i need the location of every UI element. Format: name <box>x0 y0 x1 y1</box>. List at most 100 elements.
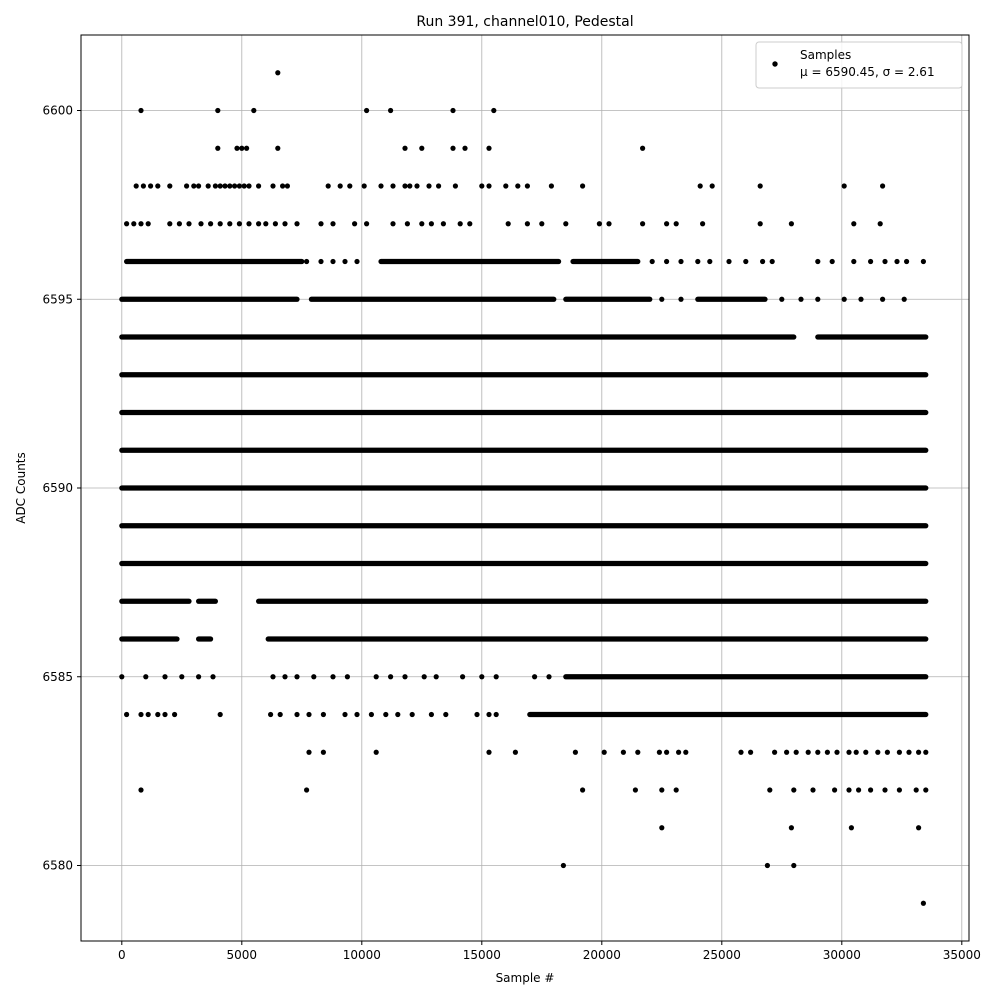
data-point <box>217 183 223 189</box>
data-point <box>198 221 204 227</box>
data-point <box>467 221 473 227</box>
data-point <box>896 749 903 755</box>
data-point-band <box>527 711 929 718</box>
data-point <box>793 749 799 755</box>
data-point <box>707 258 713 265</box>
data-point <box>368 711 374 718</box>
data-point-band <box>119 334 797 340</box>
data-point-band <box>378 258 562 265</box>
data-point <box>635 749 641 755</box>
data-point <box>318 221 324 227</box>
data-point <box>923 787 929 793</box>
data-point <box>505 221 511 227</box>
data-point <box>162 674 168 680</box>
data-point <box>325 183 331 189</box>
data-point <box>251 107 257 114</box>
data-point <box>124 711 130 718</box>
data-point <box>901 296 907 302</box>
data-point <box>788 221 795 227</box>
data-point <box>851 221 857 227</box>
data-point <box>186 221 192 227</box>
data-point <box>784 749 790 755</box>
data-point <box>815 296 821 302</box>
data-point <box>268 711 274 718</box>
data-point <box>640 221 646 227</box>
data-point <box>352 221 358 227</box>
data-point <box>428 221 434 227</box>
data-point <box>462 145 468 151</box>
data-point <box>848 825 855 831</box>
data-point <box>904 258 910 265</box>
data-point <box>426 183 432 189</box>
legend: Samples μ = 6590.45, σ = 2.61 <box>755 41 963 89</box>
data-point <box>760 258 766 265</box>
data-point <box>145 221 151 227</box>
data-point <box>280 183 286 189</box>
data-point <box>678 258 684 265</box>
legend-label-samples: Samples <box>800 48 851 62</box>
x-axis-label: Sample # <box>496 971 555 985</box>
data-point <box>318 258 324 265</box>
data-point <box>877 221 883 227</box>
data-point <box>440 221 446 227</box>
data-point <box>294 674 300 680</box>
data-point <box>344 674 350 680</box>
x-tick-label: 5000 <box>227 948 258 962</box>
data-point-band <box>695 296 768 302</box>
y-tick-label: 6585 <box>42 670 73 684</box>
data-point-band <box>308 296 557 302</box>
data-point <box>212 183 218 189</box>
data-point <box>433 674 439 680</box>
data-point <box>659 787 665 793</box>
data-point <box>829 258 835 265</box>
data-point <box>227 183 233 189</box>
y-tick-label: 6600 <box>42 104 73 118</box>
data-point <box>916 749 922 755</box>
data-point <box>145 711 151 718</box>
data-point-band <box>119 409 929 416</box>
data-point <box>882 258 888 265</box>
data-point <box>443 711 449 718</box>
data-point <box>882 787 888 793</box>
data-point <box>868 258 874 265</box>
y-axis-label: ADC Counts <box>14 452 28 524</box>
data-point <box>913 787 919 793</box>
data-point <box>856 787 862 793</box>
data-point <box>664 258 670 265</box>
data-point <box>155 711 161 718</box>
data-point <box>894 258 900 265</box>
data-point <box>275 145 281 151</box>
data-point <box>131 221 137 227</box>
y-tick-label: 6595 <box>42 292 73 306</box>
data-point <box>284 183 290 189</box>
data-point <box>772 749 778 755</box>
chart-title: Run 391, channel010, Pedestal <box>416 14 633 30</box>
data-point <box>215 107 221 114</box>
data-point <box>196 183 202 189</box>
data-point <box>383 711 389 718</box>
data-point <box>580 787 586 793</box>
data-point <box>606 221 612 227</box>
data-point <box>390 183 396 189</box>
data-point <box>361 183 367 189</box>
data-point <box>354 258 360 265</box>
data-point <box>404 221 410 227</box>
data-point <box>846 787 852 793</box>
data-point <box>560 862 567 869</box>
data-point <box>246 183 252 189</box>
data-point <box>337 183 343 189</box>
data-point <box>414 183 420 189</box>
data-point <box>539 221 545 227</box>
data-point <box>347 183 353 189</box>
data-point <box>450 107 456 114</box>
data-point <box>215 145 221 151</box>
data-point <box>378 183 384 189</box>
data-point-band <box>119 372 929 378</box>
data-point <box>832 787 838 793</box>
data-point <box>748 749 754 755</box>
data-point <box>155 183 161 189</box>
data-point-band <box>570 258 641 265</box>
data-point <box>210 674 216 680</box>
data-point <box>479 183 485 189</box>
